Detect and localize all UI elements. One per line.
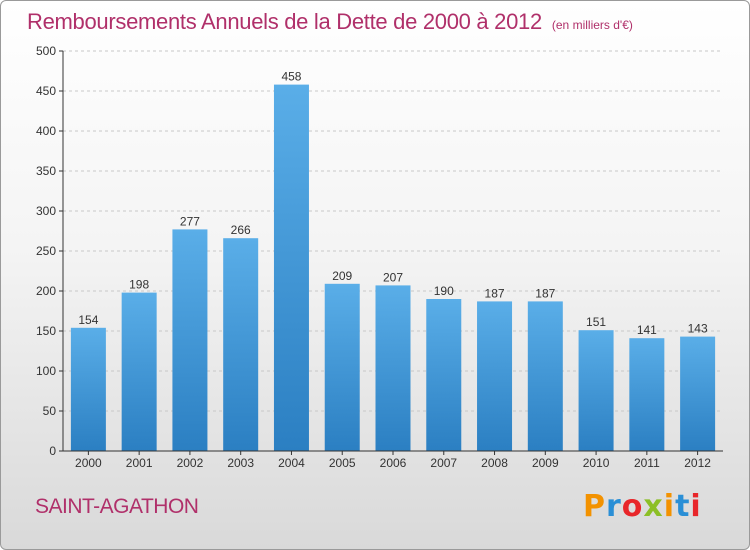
bar-2003 xyxy=(223,238,259,451)
bar-2010 xyxy=(578,330,614,451)
bar-2006 xyxy=(375,285,411,451)
bar-2005 xyxy=(324,283,360,451)
x-tick-label: 2000 xyxy=(75,456,102,470)
x-tick-label: 2012 xyxy=(684,456,711,470)
chart-title: Remboursements Annuels de la Dette de 20… xyxy=(27,9,633,34)
bar-2002 xyxy=(172,229,208,451)
y-tick-label: 250 xyxy=(36,244,56,258)
bar-value-label: 141 xyxy=(637,323,657,337)
x-tick-label: 2001 xyxy=(126,456,153,470)
bar-value-label: 187 xyxy=(485,286,505,300)
bar-2011 xyxy=(629,338,665,451)
bar-value-label: 266 xyxy=(231,223,251,237)
x-tick-label: 2006 xyxy=(380,456,407,470)
x-tick-label: 2011 xyxy=(634,456,660,470)
bar-value-label: 207 xyxy=(383,270,403,284)
bar-value-label: 209 xyxy=(332,269,352,283)
bar-2000 xyxy=(70,327,106,451)
x-tick-label: 2007 xyxy=(430,456,457,470)
y-tick-label: 300 xyxy=(36,204,56,218)
y-tick-label: 150 xyxy=(36,324,56,338)
x-tick-label: 2009 xyxy=(532,456,559,470)
y-tick-label: 100 xyxy=(36,364,56,378)
y-tick-label: 450 xyxy=(36,84,56,98)
bar-2001 xyxy=(121,292,157,451)
bar-2008 xyxy=(477,301,513,451)
bar-value-label: 154 xyxy=(78,313,98,327)
chart-subtitle: (en milliers d'€) xyxy=(551,18,633,32)
bar-value-label: 143 xyxy=(688,322,708,336)
proxiti-logo: Proxiti xyxy=(583,489,702,524)
y-tick-label: 50 xyxy=(43,404,57,418)
bar-2012 xyxy=(680,336,716,451)
bar-value-label: 458 xyxy=(281,70,301,84)
bar-2007 xyxy=(426,299,462,451)
bar-2009 xyxy=(527,301,563,451)
x-tick-label: 2002 xyxy=(177,456,204,470)
bar-value-label: 198 xyxy=(129,278,149,292)
bar-value-label: 151 xyxy=(586,315,606,329)
y-tick-label: 200 xyxy=(36,284,56,298)
x-tick-label: 2003 xyxy=(227,456,254,470)
y-tick-label: 350 xyxy=(36,164,56,178)
commune-name: SAINT-AGATHON xyxy=(35,495,199,518)
y-tick-label: 500 xyxy=(36,44,56,58)
x-tick-label: 2004 xyxy=(278,456,305,470)
bar-value-label: 277 xyxy=(180,214,200,228)
y-tick-label: 400 xyxy=(36,124,56,138)
x-tick-label: 2008 xyxy=(481,456,508,470)
bar-value-label: 190 xyxy=(434,284,454,298)
x-tick-label: 2005 xyxy=(329,456,356,470)
bar-value-label: 187 xyxy=(535,286,555,300)
y-tick-label: 0 xyxy=(49,444,56,458)
bar-2004 xyxy=(273,84,309,451)
x-tick-label: 2010 xyxy=(583,456,610,470)
